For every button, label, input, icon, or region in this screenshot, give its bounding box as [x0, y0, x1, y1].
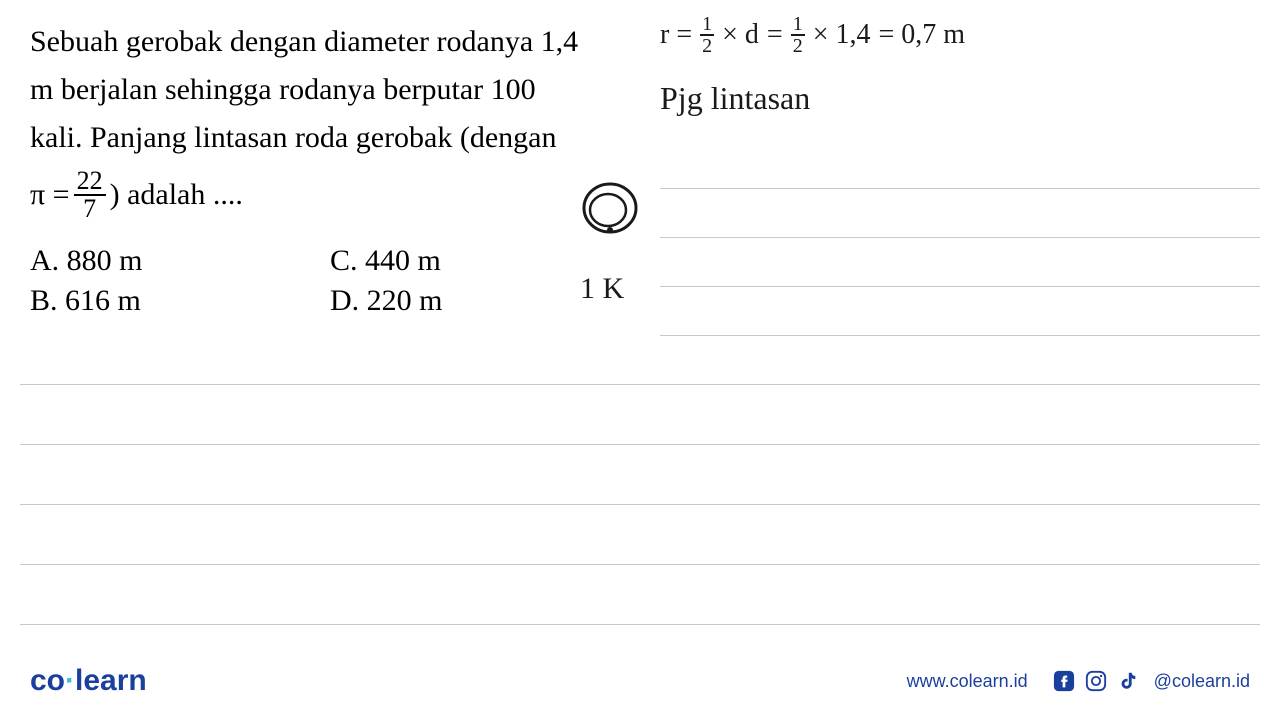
hand-xd: × d	[722, 19, 759, 51]
option-a: A. 880 m	[30, 244, 330, 278]
ruled-line	[660, 188, 1260, 189]
question-line-2: m berjalan sehingga rodanya berputar 100	[30, 66, 640, 114]
handdrawn-circle-icon	[575, 180, 645, 240]
hand-fraction-1: 1 2	[700, 14, 714, 56]
hand-frac2-num: 1	[791, 14, 805, 36]
option-d: D. 220 m	[330, 284, 590, 318]
handwritten-radius-equation: r = 1 2 × d = 1 2 × 1,4 = 0,7 m	[660, 14, 965, 56]
pi-suffix: ) adalah ....	[110, 171, 243, 219]
pi-fraction: 22 7	[74, 168, 106, 222]
ruled-line	[20, 504, 1260, 505]
pi-num: 22	[74, 168, 106, 196]
ruled-line	[20, 444, 1260, 445]
logo-dot: ·	[65, 664, 75, 697]
social-icons	[1052, 669, 1140, 693]
hand-r-eq: r =	[660, 19, 692, 51]
option-b: B. 616 m	[30, 284, 330, 318]
hand-frac2-den: 2	[791, 36, 805, 56]
pi-line: π = 22 7 ) adalah ....	[30, 168, 640, 222]
hand-x14: × 1,4	[813, 19, 871, 51]
option-c: C. 440 m	[330, 244, 590, 278]
question-text: Sebuah gerobak dengan diameter rodanya 1…	[30, 18, 640, 222]
handwritten-pjg-lintasan: Pjg lintasan	[660, 80, 810, 117]
hand-fraction-2: 1 2	[791, 14, 805, 56]
tiktok-icon	[1116, 669, 1140, 693]
handwritten-1k: 1 K	[580, 272, 624, 306]
footer-right: www.colearn.id @colearn.id	[907, 669, 1250, 693]
ruled-line	[20, 624, 1260, 625]
hand-eq2: =	[767, 19, 783, 51]
ruled-line	[20, 384, 1260, 385]
question-line-3: kali. Panjang lintasan roda gerobak (den…	[30, 114, 640, 162]
hand-res: = 0,7 m	[879, 19, 966, 51]
pi-den: 7	[80, 196, 99, 222]
colearn-logo: co·learn	[30, 664, 147, 698]
ruled-line	[660, 237, 1260, 238]
hand-frac1-den: 2	[700, 36, 714, 56]
instagram-icon	[1084, 669, 1108, 693]
ruled-line	[660, 335, 1260, 336]
logo-co: co	[30, 664, 65, 697]
ruled-line	[660, 286, 1260, 287]
answer-options: A. 880 m C. 440 m B. 616 m D. 220 m	[30, 244, 590, 324]
facebook-icon	[1052, 669, 1076, 693]
footer: co·learn www.colearn.id @colearn.id	[0, 664, 1280, 698]
logo-learn: learn	[75, 664, 147, 697]
hand-frac1-num: 1	[700, 14, 714, 36]
ruled-line	[20, 564, 1260, 565]
question-line-1: Sebuah gerobak dengan diameter rodanya 1…	[30, 18, 640, 66]
pi-prefix: π =	[30, 171, 70, 219]
footer-handle: @colearn.id	[1154, 671, 1250, 692]
footer-url: www.colearn.id	[907, 671, 1028, 692]
